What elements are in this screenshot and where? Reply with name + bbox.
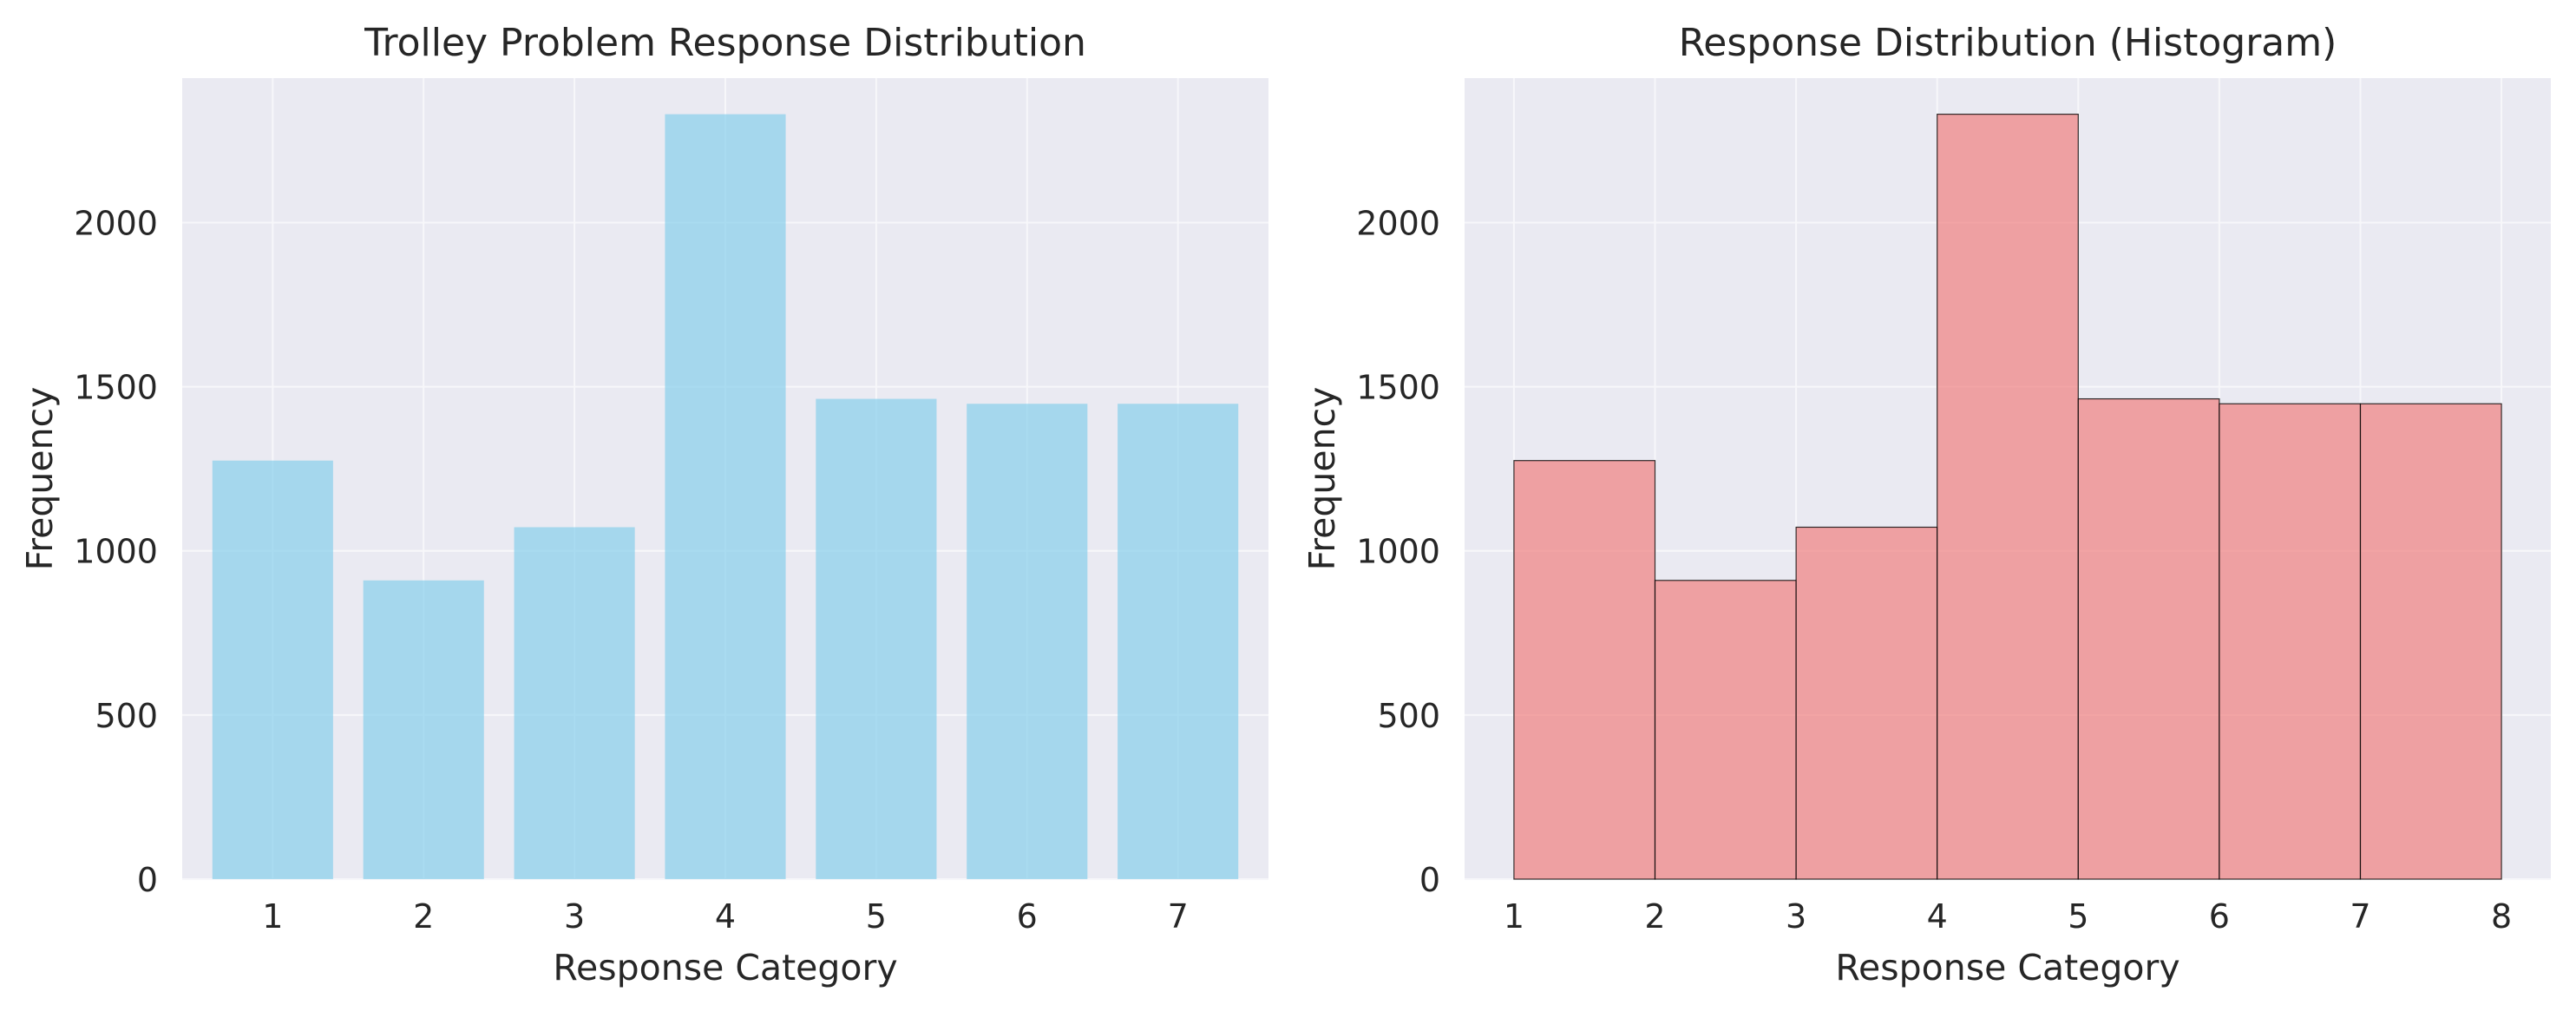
bar xyxy=(1118,404,1239,880)
chart-title: Response Distribution (Histogram) xyxy=(1679,21,2337,65)
x-tick-label: 3 xyxy=(564,897,585,936)
x-tick-label: 7 xyxy=(2350,897,2370,936)
y-tick-label: 500 xyxy=(1377,697,1440,735)
x-tick-label: 6 xyxy=(1017,897,1038,936)
bar xyxy=(967,404,1088,880)
histogram-bins xyxy=(1513,114,2502,880)
x-tick-labels: 1 2 3 4 5 6 7 xyxy=(262,897,1189,936)
bars xyxy=(212,114,1239,880)
histogram-bin xyxy=(2077,397,2220,880)
x-tick-label: 6 xyxy=(2209,897,2230,936)
bar xyxy=(363,580,484,879)
x-tick-label: 5 xyxy=(866,897,887,936)
histogram-panel: 1 2 3 4 5 6 7 8 0 500 1000 1500 2000 Response Distr… xyxy=(1301,21,2551,988)
x-tick-label: 1 xyxy=(262,897,283,936)
histogram-bin xyxy=(1795,526,1938,880)
bar xyxy=(816,398,937,880)
y-tick-label: 0 xyxy=(137,861,158,899)
y-axis-label: Frequency xyxy=(19,387,61,571)
x-tick-labels: 1 2 3 4 5 6 7 8 xyxy=(1504,897,2512,936)
x-tick-label: 7 xyxy=(1168,897,1189,936)
y-tick-labels: 0 500 1000 1500 2000 xyxy=(74,204,158,899)
y-tick-label: 1000 xyxy=(1356,533,1440,571)
histogram-bin xyxy=(2359,403,2502,880)
y-tick-label: 500 xyxy=(95,697,158,735)
histogram-bin xyxy=(1937,114,2079,880)
x-tick-label: 5 xyxy=(2068,897,2088,936)
x-axis-label: Response Category xyxy=(1835,947,2179,988)
histogram-bin xyxy=(2219,403,2362,880)
chart-title: Trolley Problem Response Distribution xyxy=(364,21,1086,65)
histogram-bin xyxy=(1513,460,1656,880)
y-tick-label: 2000 xyxy=(74,204,158,242)
y-tick-label: 1500 xyxy=(74,369,158,407)
x-tick-label: 2 xyxy=(1644,897,1665,936)
y-tick-label: 1000 xyxy=(74,533,158,571)
bar xyxy=(514,527,635,879)
x-tick-label: 1 xyxy=(1504,897,1524,936)
y-axis-label: Frequency xyxy=(1301,387,1343,571)
bar xyxy=(212,460,333,879)
x-tick-label: 3 xyxy=(1786,897,1806,936)
y-tick-label: 0 xyxy=(1419,861,1440,899)
x-tick-label: 8 xyxy=(2491,897,2512,936)
y-tick-label: 1500 xyxy=(1356,369,1440,407)
bar-chart-panel: 1 2 3 4 5 6 7 0 500 1000 1500 2000 Trolley Problem… xyxy=(19,21,1268,988)
histogram-bin xyxy=(1654,580,1797,880)
y-tick-label: 2000 xyxy=(1356,204,1440,242)
x-tick-label: 4 xyxy=(1927,897,1948,936)
bar xyxy=(665,114,786,879)
y-tick-labels: 0 500 1000 1500 2000 xyxy=(1356,204,1440,899)
x-tick-label: 4 xyxy=(715,897,736,936)
x-tick-label: 2 xyxy=(413,897,434,936)
x-axis-label: Response Category xyxy=(553,947,897,988)
